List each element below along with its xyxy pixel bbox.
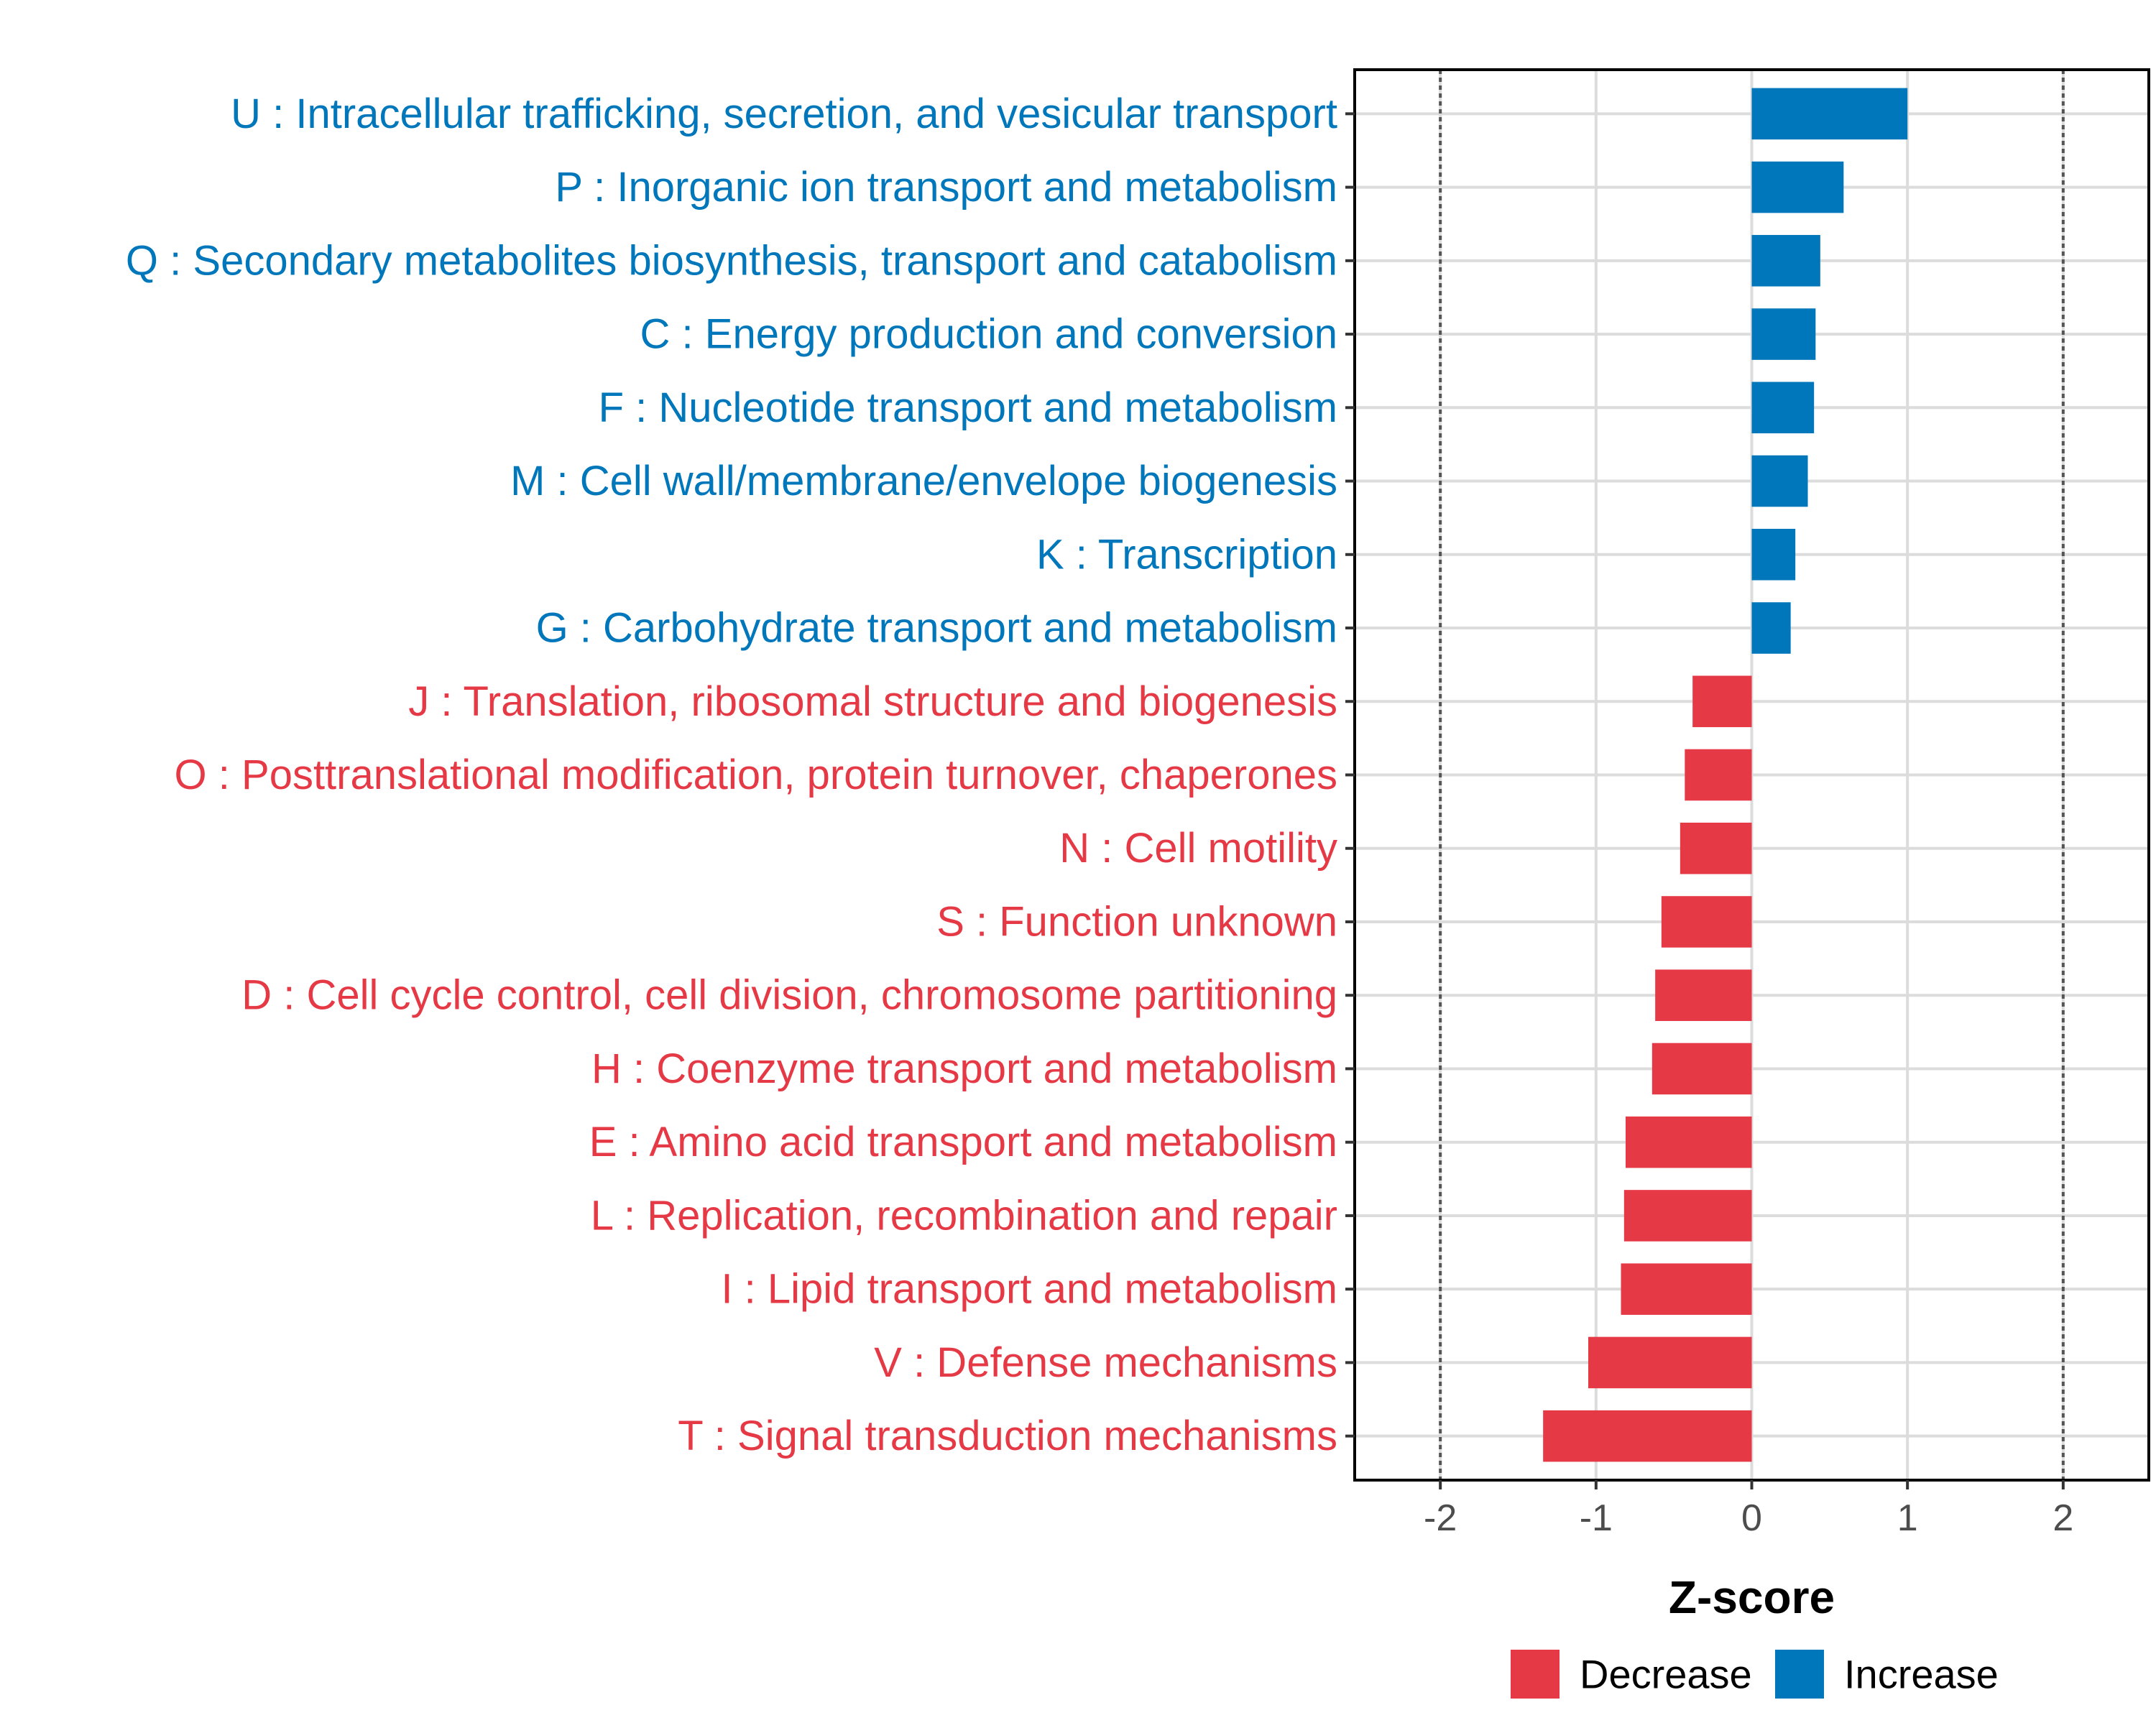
bar bbox=[1751, 161, 1844, 213]
x-tick-label: 0 bbox=[1741, 1497, 1762, 1539]
category-label: Q : Secondary metabolites biosynthesis, … bbox=[126, 237, 1337, 284]
legend-label-increase: Increase bbox=[1844, 1652, 1999, 1697]
category-label: D : Cell cycle control, cell division, c… bbox=[241, 972, 1337, 1019]
x-axis: Z-score -2 -1 0 1 2 bbox=[1424, 1480, 2073, 1623]
bar bbox=[1626, 1116, 1752, 1168]
legend-key-increase bbox=[1775, 1650, 1824, 1699]
category-label: L : Replication, recombination and repai… bbox=[591, 1192, 1337, 1239]
bar bbox=[1680, 822, 1752, 874]
bar bbox=[1685, 749, 1752, 801]
legend: Decrease Increase bbox=[1511, 1650, 1999, 1699]
bar bbox=[1751, 455, 1808, 507]
bar bbox=[1751, 308, 1816, 360]
bar bbox=[1651, 1043, 1752, 1095]
x-tick-label: -1 bbox=[1580, 1497, 1613, 1539]
category-label: S : Function unknown bbox=[936, 898, 1337, 945]
category-label: T : Signal transduction mechanisms bbox=[678, 1413, 1337, 1459]
bar bbox=[1692, 675, 1752, 728]
bar bbox=[1751, 528, 1796, 581]
bar bbox=[1751, 235, 1820, 287]
category-label: V : Defense mechanisms bbox=[874, 1339, 1337, 1386]
category-label: F : Nucleotide transport and metabolism bbox=[599, 384, 1337, 431]
category-label: O : Posttranslational modification, prot… bbox=[175, 752, 1337, 798]
category-label: P : Inorganic ion transport and metaboli… bbox=[555, 164, 1337, 211]
bar bbox=[1588, 1336, 1752, 1389]
category-label: E : Amino acid transport and metabolism bbox=[589, 1119, 1337, 1165]
category-labels: U : Intracellular trafficking, secretion… bbox=[126, 91, 1355, 1459]
category-label: C : Energy production and conversion bbox=[640, 311, 1337, 358]
category-label: K : Transcription bbox=[1036, 531, 1337, 578]
category-label: J : Translation, ribosomal structure and… bbox=[408, 678, 1337, 725]
bar bbox=[1621, 1263, 1752, 1315]
category-label: N : Cell motility bbox=[1059, 825, 1337, 872]
category-label: I : Lipid transport and metabolism bbox=[721, 1266, 1337, 1313]
x-axis-title: Z-score bbox=[1669, 1571, 1835, 1623]
x-tick-label: 1 bbox=[1897, 1497, 1918, 1539]
x-tick-label: 2 bbox=[2053, 1497, 2073, 1539]
bars bbox=[1543, 88, 1908, 1462]
bar bbox=[1623, 1190, 1752, 1242]
bar bbox=[1661, 896, 1752, 948]
bar bbox=[1543, 1410, 1752, 1462]
legend-key-decrease bbox=[1511, 1650, 1560, 1699]
bar bbox=[1655, 969, 1752, 1022]
category-label: U : Intracellular trafficking, secretion… bbox=[231, 91, 1337, 137]
x-tick-label: -2 bbox=[1424, 1497, 1457, 1539]
bar bbox=[1751, 88, 1908, 140]
category-label: H : Coenzyme transport and metabolism bbox=[591, 1045, 1337, 1092]
bar bbox=[1751, 602, 1791, 654]
category-label: M : Cell wall/membrane/envelope biogenes… bbox=[510, 458, 1337, 504]
legend-label-decrease: Decrease bbox=[1580, 1652, 1752, 1697]
category-label: G : Carbohydrate transport and metabolis… bbox=[536, 605, 1337, 652]
bar bbox=[1751, 382, 1815, 434]
